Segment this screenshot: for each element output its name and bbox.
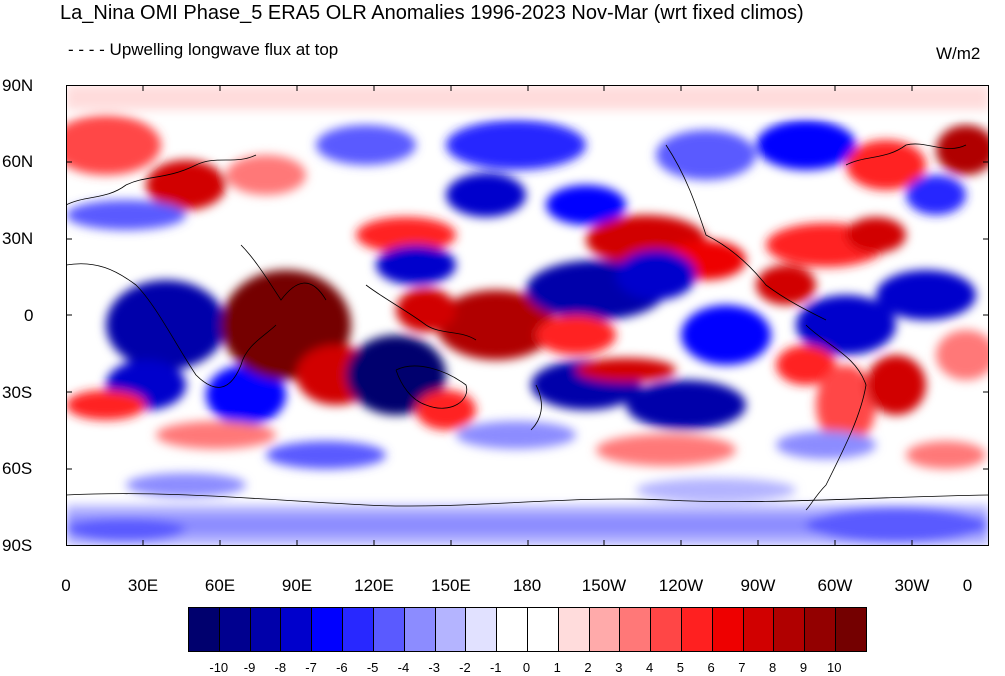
lon-label: 0 xyxy=(962,576,973,595)
colorbar-label: 0 xyxy=(522,660,531,675)
lon-label: 30E xyxy=(127,576,159,595)
lon-label: 90E xyxy=(281,576,313,595)
colorbar-label: -1 xyxy=(489,660,502,675)
colorbar-label: 8 xyxy=(769,660,777,675)
colorbar-box xyxy=(250,608,282,651)
colorbar-box xyxy=(497,608,528,651)
lat-label: 30N xyxy=(2,229,34,248)
lat-label: 90N xyxy=(2,76,34,95)
map-title: La_Nina OMI Phase_5 ERA5 OLR Anomalies 1… xyxy=(60,2,804,24)
colorbar-label: -7 xyxy=(305,660,317,675)
colorbar-box xyxy=(435,608,467,651)
colorbar-box xyxy=(620,608,652,651)
olr-anomaly-map xyxy=(66,85,989,546)
lon-label: 180 xyxy=(512,576,542,595)
colorbar-box xyxy=(805,608,837,651)
colorbar-box xyxy=(404,608,436,651)
colorbar-label: 2 xyxy=(584,660,592,675)
colorbar-box xyxy=(589,608,621,651)
colorbar-label: 1 xyxy=(553,660,561,675)
colorbar-label: -2 xyxy=(459,660,471,675)
lon-label: 120W xyxy=(658,576,704,595)
lat-label: 0 xyxy=(24,306,34,325)
colorbar-box xyxy=(373,608,405,651)
lat-label: 60N xyxy=(2,152,34,171)
lon-label: 60W xyxy=(817,576,853,595)
lon-label: 150W xyxy=(581,576,627,595)
colorbar-label: -4 xyxy=(397,660,410,675)
colorbar-label: 3 xyxy=(615,660,623,675)
lon-label: 90W xyxy=(740,576,776,595)
lat-label: 90S xyxy=(2,536,33,555)
lon-label: 150E xyxy=(431,576,471,595)
coastlines xyxy=(66,143,989,511)
lat-label: 30S xyxy=(2,383,33,402)
colorbar-box xyxy=(682,608,713,651)
colorbar-box xyxy=(774,608,806,651)
map-subtitle: - - - - Upwelling longwave flux at top xyxy=(68,40,339,59)
lon-label: 30W xyxy=(894,576,930,595)
colorbar-label: -6 xyxy=(336,660,348,675)
lat-label: 60S xyxy=(2,459,33,478)
colorbar-label: -9 xyxy=(243,660,256,675)
colorbar-box xyxy=(743,608,775,651)
colorbar-box xyxy=(189,608,220,651)
colorbar-label: 6 xyxy=(707,660,715,675)
tick-marks xyxy=(66,85,989,546)
colorbar-box xyxy=(527,608,559,651)
colorbar-box xyxy=(466,608,498,651)
colorbar-label: -10 xyxy=(209,660,229,675)
colorbar-label: -5 xyxy=(366,660,379,675)
colorbar-box xyxy=(343,608,374,651)
colorbar-box xyxy=(651,608,682,651)
units-label: W/m2 xyxy=(936,44,981,63)
colorbar-label: 5 xyxy=(676,660,684,675)
colorbar-label: 7 xyxy=(738,660,746,675)
colorbar-label: -3 xyxy=(428,660,440,675)
colorbar-box xyxy=(219,608,251,651)
colorbar-label: 4 xyxy=(645,660,654,675)
colorbar-box xyxy=(836,608,866,651)
colorbar xyxy=(188,607,867,652)
colorbar-box xyxy=(281,608,313,651)
colorbar-box xyxy=(558,608,590,651)
lon-label: 60E xyxy=(204,576,236,595)
lon-label: 0 xyxy=(61,576,71,595)
map-frame xyxy=(66,85,989,546)
anomaly-field xyxy=(66,85,989,546)
colorbar-label: 10 xyxy=(826,660,842,675)
colorbar-label: -8 xyxy=(274,660,287,675)
colorbar-label: 9 xyxy=(799,660,808,675)
lon-label: 120E xyxy=(354,576,394,595)
colorbar-box xyxy=(712,608,744,651)
colorbar-box xyxy=(312,608,344,651)
